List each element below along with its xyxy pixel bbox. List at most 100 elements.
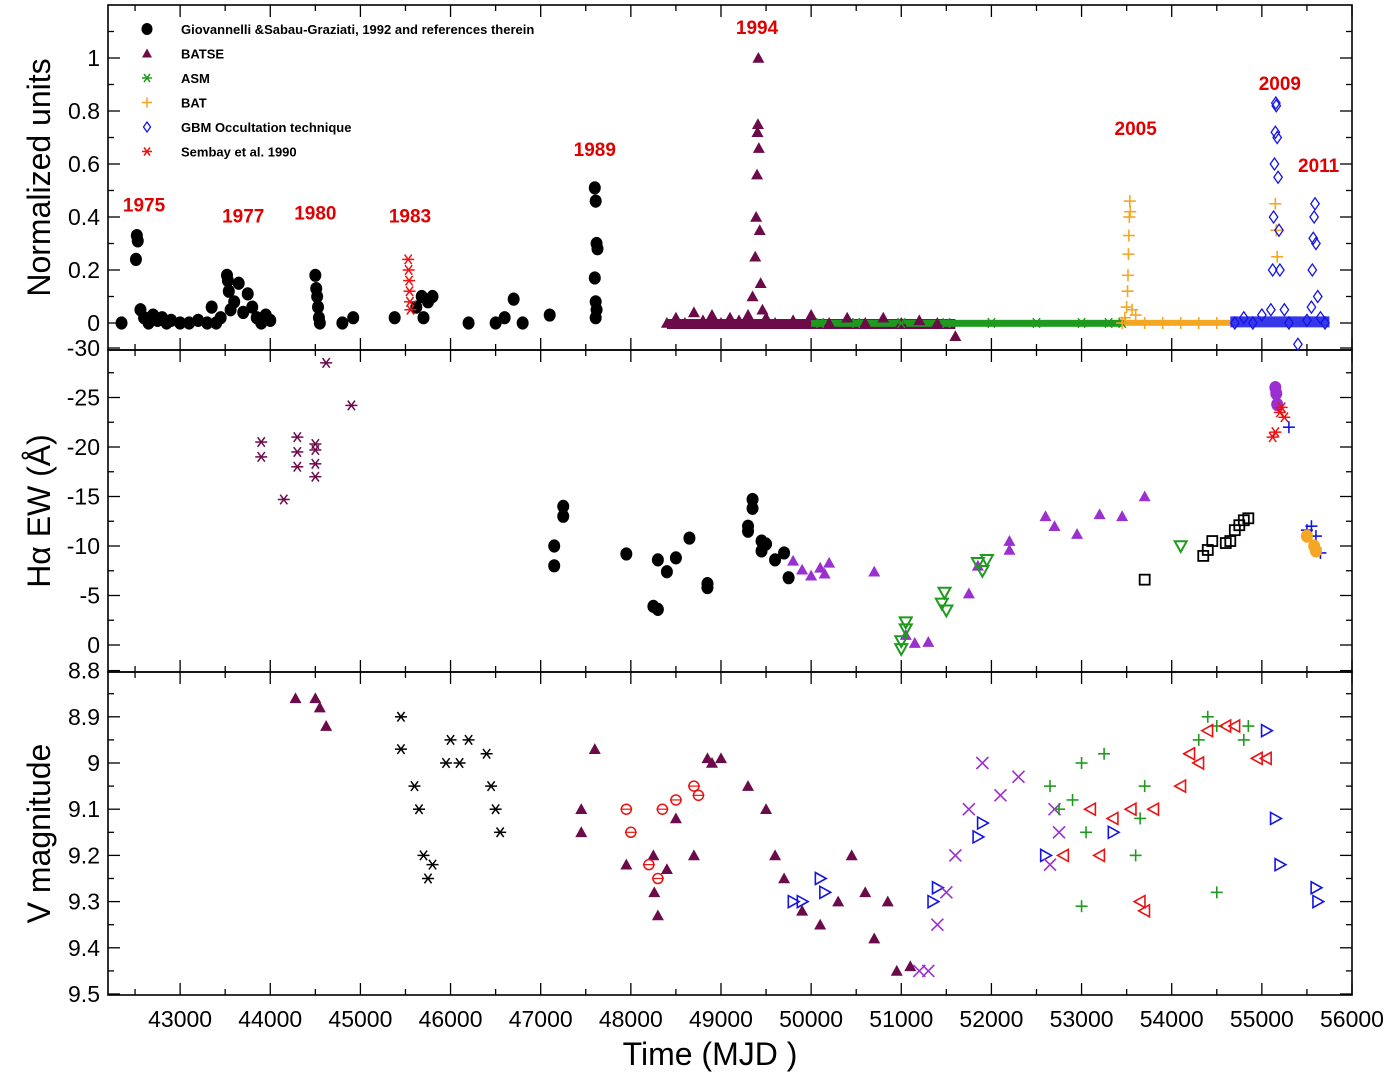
top-series-1-point [787, 314, 800, 326]
bottom-series-6-point [1249, 751, 1263, 766]
top-series-0-point [313, 316, 326, 330]
bottom-series-0-point [687, 849, 700, 861]
top-series-3-point [1156, 317, 1169, 329]
middle-series-7-point [1282, 421, 1295, 434]
bottom-series-6-point [1105, 811, 1119, 826]
top-series-1-point [769, 317, 782, 328]
bottom-series-5-point [1098, 747, 1111, 760]
top-series-3-point [1118, 311, 1131, 324]
middle-series-2-point [1116, 510, 1129, 522]
bottom-series-5-point [1075, 757, 1088, 769]
top-series-4-point [1308, 231, 1319, 246]
middle-series-2-point [805, 569, 818, 581]
bottom-y-tick-label: 9.5 [68, 981, 100, 1007]
top-series-0-point [489, 316, 502, 330]
middle-series-3-point [893, 635, 909, 650]
middle-series-0-point [345, 400, 358, 411]
legend-marker [142, 73, 152, 83]
top-series-3-point [1270, 224, 1283, 237]
middle-series-1-point [742, 524, 755, 538]
top-series-0-point [507, 292, 520, 306]
bottom-series-4-point [921, 964, 935, 978]
top-series-4-point [1267, 262, 1278, 278]
top-y-tick-label: 1 [87, 45, 100, 71]
year-label-1989: 1989 [574, 140, 616, 161]
top-series-1-point [687, 306, 700, 318]
top-series-0-point [589, 194, 602, 208]
bottom-series-1-point [489, 803, 502, 815]
bottom-series-5-point [1044, 780, 1057, 793]
top-series-1-point [754, 277, 767, 289]
bottom-series-5-point [1237, 733, 1250, 746]
bottom-series-5-point [1242, 720, 1255, 733]
middle-series-6-point [1278, 412, 1291, 423]
legend-marker [142, 48, 152, 58]
bottom-series-0-point [660, 863, 673, 875]
bottom-y-axis-label: V magnitude [21, 744, 57, 924]
bottom-series-0-point [814, 918, 827, 930]
bottom-series-1-point [426, 859, 439, 870]
middle-series-1-point [660, 565, 673, 579]
top-series-0-point [462, 316, 475, 330]
bottom-y-tick-label: 9 [87, 750, 100, 776]
bottom-series-1-point [444, 734, 457, 746]
top-series-4-point [1271, 98, 1282, 113]
top-series-0-point [589, 311, 602, 325]
top-series-3-point [1122, 229, 1135, 242]
top-series-2-point [1075, 317, 1088, 329]
asm-baseline-band [811, 319, 1123, 327]
middle-series-1-point [669, 551, 682, 565]
top-series-1-point [750, 211, 763, 222]
middle-series-2-point [908, 637, 921, 648]
top-series-4-point [1229, 315, 1240, 331]
bottom-series-0-point [742, 780, 755, 791]
middle-series-2-point [823, 556, 836, 568]
legend-entry: BAT [181, 96, 207, 111]
x-tick-label: 50000 [779, 1006, 843, 1032]
bottom-series-6-point [1173, 778, 1187, 794]
top-series-4-point [1301, 313, 1312, 328]
year-label-1975: 1975 [123, 196, 166, 217]
bottom-series-1-point [453, 757, 466, 769]
bottom-series-3-point [814, 871, 828, 886]
top-series-0-point [174, 316, 187, 330]
top-panel-frame [107, 4, 1353, 351]
top-series-0-point [241, 287, 254, 301]
bottom-series-3-point [972, 829, 986, 845]
middle-y-tick-label: -5 [80, 583, 100, 609]
bottom-series-3-point [1039, 848, 1054, 863]
x-tick-label: 43000 [148, 1006, 212, 1032]
middle-series-8-point [1309, 544, 1322, 558]
bottom-series-5-point [1053, 803, 1066, 816]
middle-y-tick-label: -15 [67, 484, 100, 510]
middle-panel-frame [107, 349, 1353, 673]
bottom-series-0-point [309, 692, 322, 704]
middle-series-2-point [787, 554, 800, 566]
top-series-0-point [228, 295, 241, 309]
middle-series-1-point [620, 547, 633, 561]
x-tick-label: 56000 [1320, 1006, 1384, 1032]
bottom-series-1-point [485, 780, 498, 792]
bottom-series-3-point [796, 894, 810, 909]
middle-series-3-point [898, 623, 914, 638]
bottom-series-4-point [948, 848, 962, 862]
bottom-series-5-point [1134, 812, 1147, 825]
top-series-0-point [264, 313, 277, 327]
top-series-0-point [192, 313, 205, 327]
top-y-tick-label: 0.8 [68, 98, 100, 124]
top-series-0-point [165, 313, 178, 327]
x-tick-label: 54000 [1140, 1006, 1204, 1032]
middle-series-5-point [1270, 386, 1283, 401]
middle-series-2-point [1048, 520, 1061, 531]
bottom-series-0-point [890, 964, 903, 976]
bottom-series-6-point [1132, 894, 1146, 909]
middle-y-tick-label: -20 [67, 434, 100, 460]
bottom-series-2-point [651, 872, 664, 885]
bottom-series-5-point [1201, 710, 1214, 723]
bottom-series-5-point [1192, 733, 1205, 746]
top-series-0-point [311, 289, 324, 304]
middle-series-2-point [814, 561, 827, 573]
top-series-0-point [516, 316, 529, 330]
middle-series-1-point [746, 501, 759, 515]
bottom-series-0-point [669, 812, 682, 824]
